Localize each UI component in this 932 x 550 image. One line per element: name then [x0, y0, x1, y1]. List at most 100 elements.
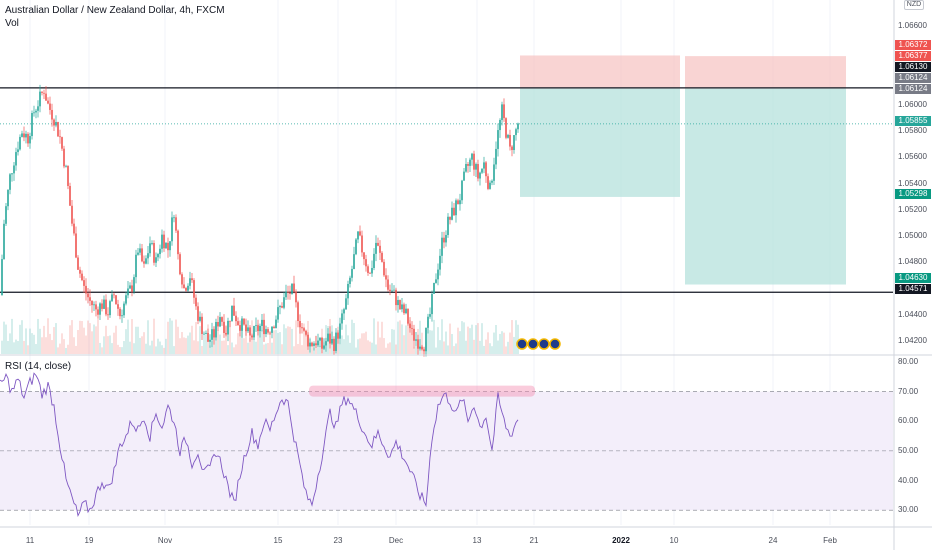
candle-body: [393, 289, 395, 291]
candle-body: [455, 200, 457, 216]
candle-body: [343, 309, 345, 314]
volume-bar: [79, 320, 81, 354]
volume-bar: [467, 326, 469, 354]
candle-body: [193, 280, 195, 298]
volume-bar: [447, 345, 449, 354]
volume-bar: [83, 327, 85, 354]
time-tick-label: 2022: [612, 536, 630, 545]
price-tag: 1.06372: [895, 40, 931, 50]
candle-body: [389, 289, 391, 291]
volume-bar: [491, 346, 493, 354]
stop-loss-zone: [520, 55, 680, 89]
candle-body: [195, 297, 197, 307]
candle-body: [507, 134, 509, 138]
candle-body: [119, 308, 121, 317]
volume-bar: [517, 324, 519, 354]
volume-bar: [167, 321, 169, 354]
candle-body: [157, 254, 159, 258]
volume-bar: [407, 322, 409, 354]
volume-bar: [223, 340, 225, 354]
rsi-tick-label: 60.00: [898, 416, 919, 426]
volume-label[interactable]: Vol: [5, 18, 19, 29]
candle-body: [237, 321, 239, 326]
volume-bar: [355, 347, 357, 354]
candle-body: [503, 104, 505, 119]
volume-bar: [473, 339, 475, 354]
price-tick-label: 1.04800: [898, 257, 927, 267]
candle-body: [385, 275, 387, 280]
candle-body: [371, 267, 373, 274]
candle-body: [245, 324, 247, 332]
currency-label[interactable]: NZD: [898, 0, 930, 10]
volume-bar: [477, 323, 479, 354]
candle-body: [187, 285, 189, 291]
volume-bar: [91, 331, 93, 354]
volume-bar: [87, 320, 89, 354]
time-tick-label: 10: [669, 536, 679, 545]
volume-bar: [299, 323, 301, 354]
volume-bar: [433, 319, 435, 354]
candle-body: [357, 231, 359, 240]
volume-bar: [245, 324, 247, 354]
volume-bar: [411, 324, 413, 354]
volume-bar: [503, 332, 505, 354]
candle-body: [485, 162, 487, 177]
candle-body: [461, 180, 463, 201]
volume-bar: [461, 321, 463, 354]
time-tick-label: Nov: [157, 536, 173, 545]
candle-body: [279, 306, 281, 308]
volume-bar: [373, 318, 375, 354]
volume-bar: [199, 326, 201, 354]
volume-bar: [389, 342, 391, 354]
volume-bar: [103, 336, 105, 354]
volume-bar: [313, 347, 315, 354]
volume-bar: [81, 321, 83, 354]
candle-body: [501, 104, 503, 121]
rsi-label[interactable]: RSI (14, close): [5, 361, 72, 372]
volume-bar: [437, 327, 439, 354]
volume-bar: [67, 344, 69, 354]
rsi-tick-label: 80.00: [898, 356, 919, 366]
candle-body: [381, 252, 383, 262]
volume-bar: [117, 344, 119, 354]
candle-body: [135, 254, 137, 278]
rsi-tick-label: 30.00: [898, 505, 919, 515]
volume-bar: [507, 341, 509, 354]
volume-bar: [19, 324, 21, 354]
volume-bar: [227, 345, 229, 354]
volume-bar: [463, 322, 465, 354]
volume-bar: [445, 331, 447, 354]
volume-bar: [283, 324, 285, 354]
volume-bar: [137, 326, 139, 354]
candle-body: [65, 165, 67, 167]
volume-bar: [85, 335, 87, 354]
volume-bar: [427, 320, 429, 354]
volume-bar: [285, 328, 287, 354]
candle-body: [515, 129, 517, 136]
earnings-event-icon: [527, 338, 539, 350]
volume-bar: [359, 338, 361, 354]
volume-bar: [93, 324, 95, 354]
candle-body: [175, 217, 177, 231]
volume-bar: [449, 323, 451, 354]
candle-body: [339, 323, 341, 339]
candle-body: [129, 285, 131, 289]
candle-body: [225, 332, 227, 335]
volume-bar: [49, 333, 51, 354]
candle-body: [479, 172, 481, 179]
candle-body: [483, 162, 485, 169]
volume-bar: [257, 323, 259, 354]
volume-bar: [59, 343, 61, 354]
volume-bar: [165, 338, 167, 354]
candle-body: [497, 130, 499, 149]
time-tick-label: 24: [768, 536, 778, 545]
candle-body: [21, 133, 23, 137]
candle-body: [117, 304, 119, 309]
candle-body: [69, 185, 71, 206]
volume-bar: [203, 334, 205, 354]
candle-body: [83, 280, 85, 286]
volume-bar: [133, 343, 135, 354]
volume-bar: [29, 328, 31, 354]
volume-bar: [157, 338, 159, 354]
candle-body: [159, 248, 161, 255]
